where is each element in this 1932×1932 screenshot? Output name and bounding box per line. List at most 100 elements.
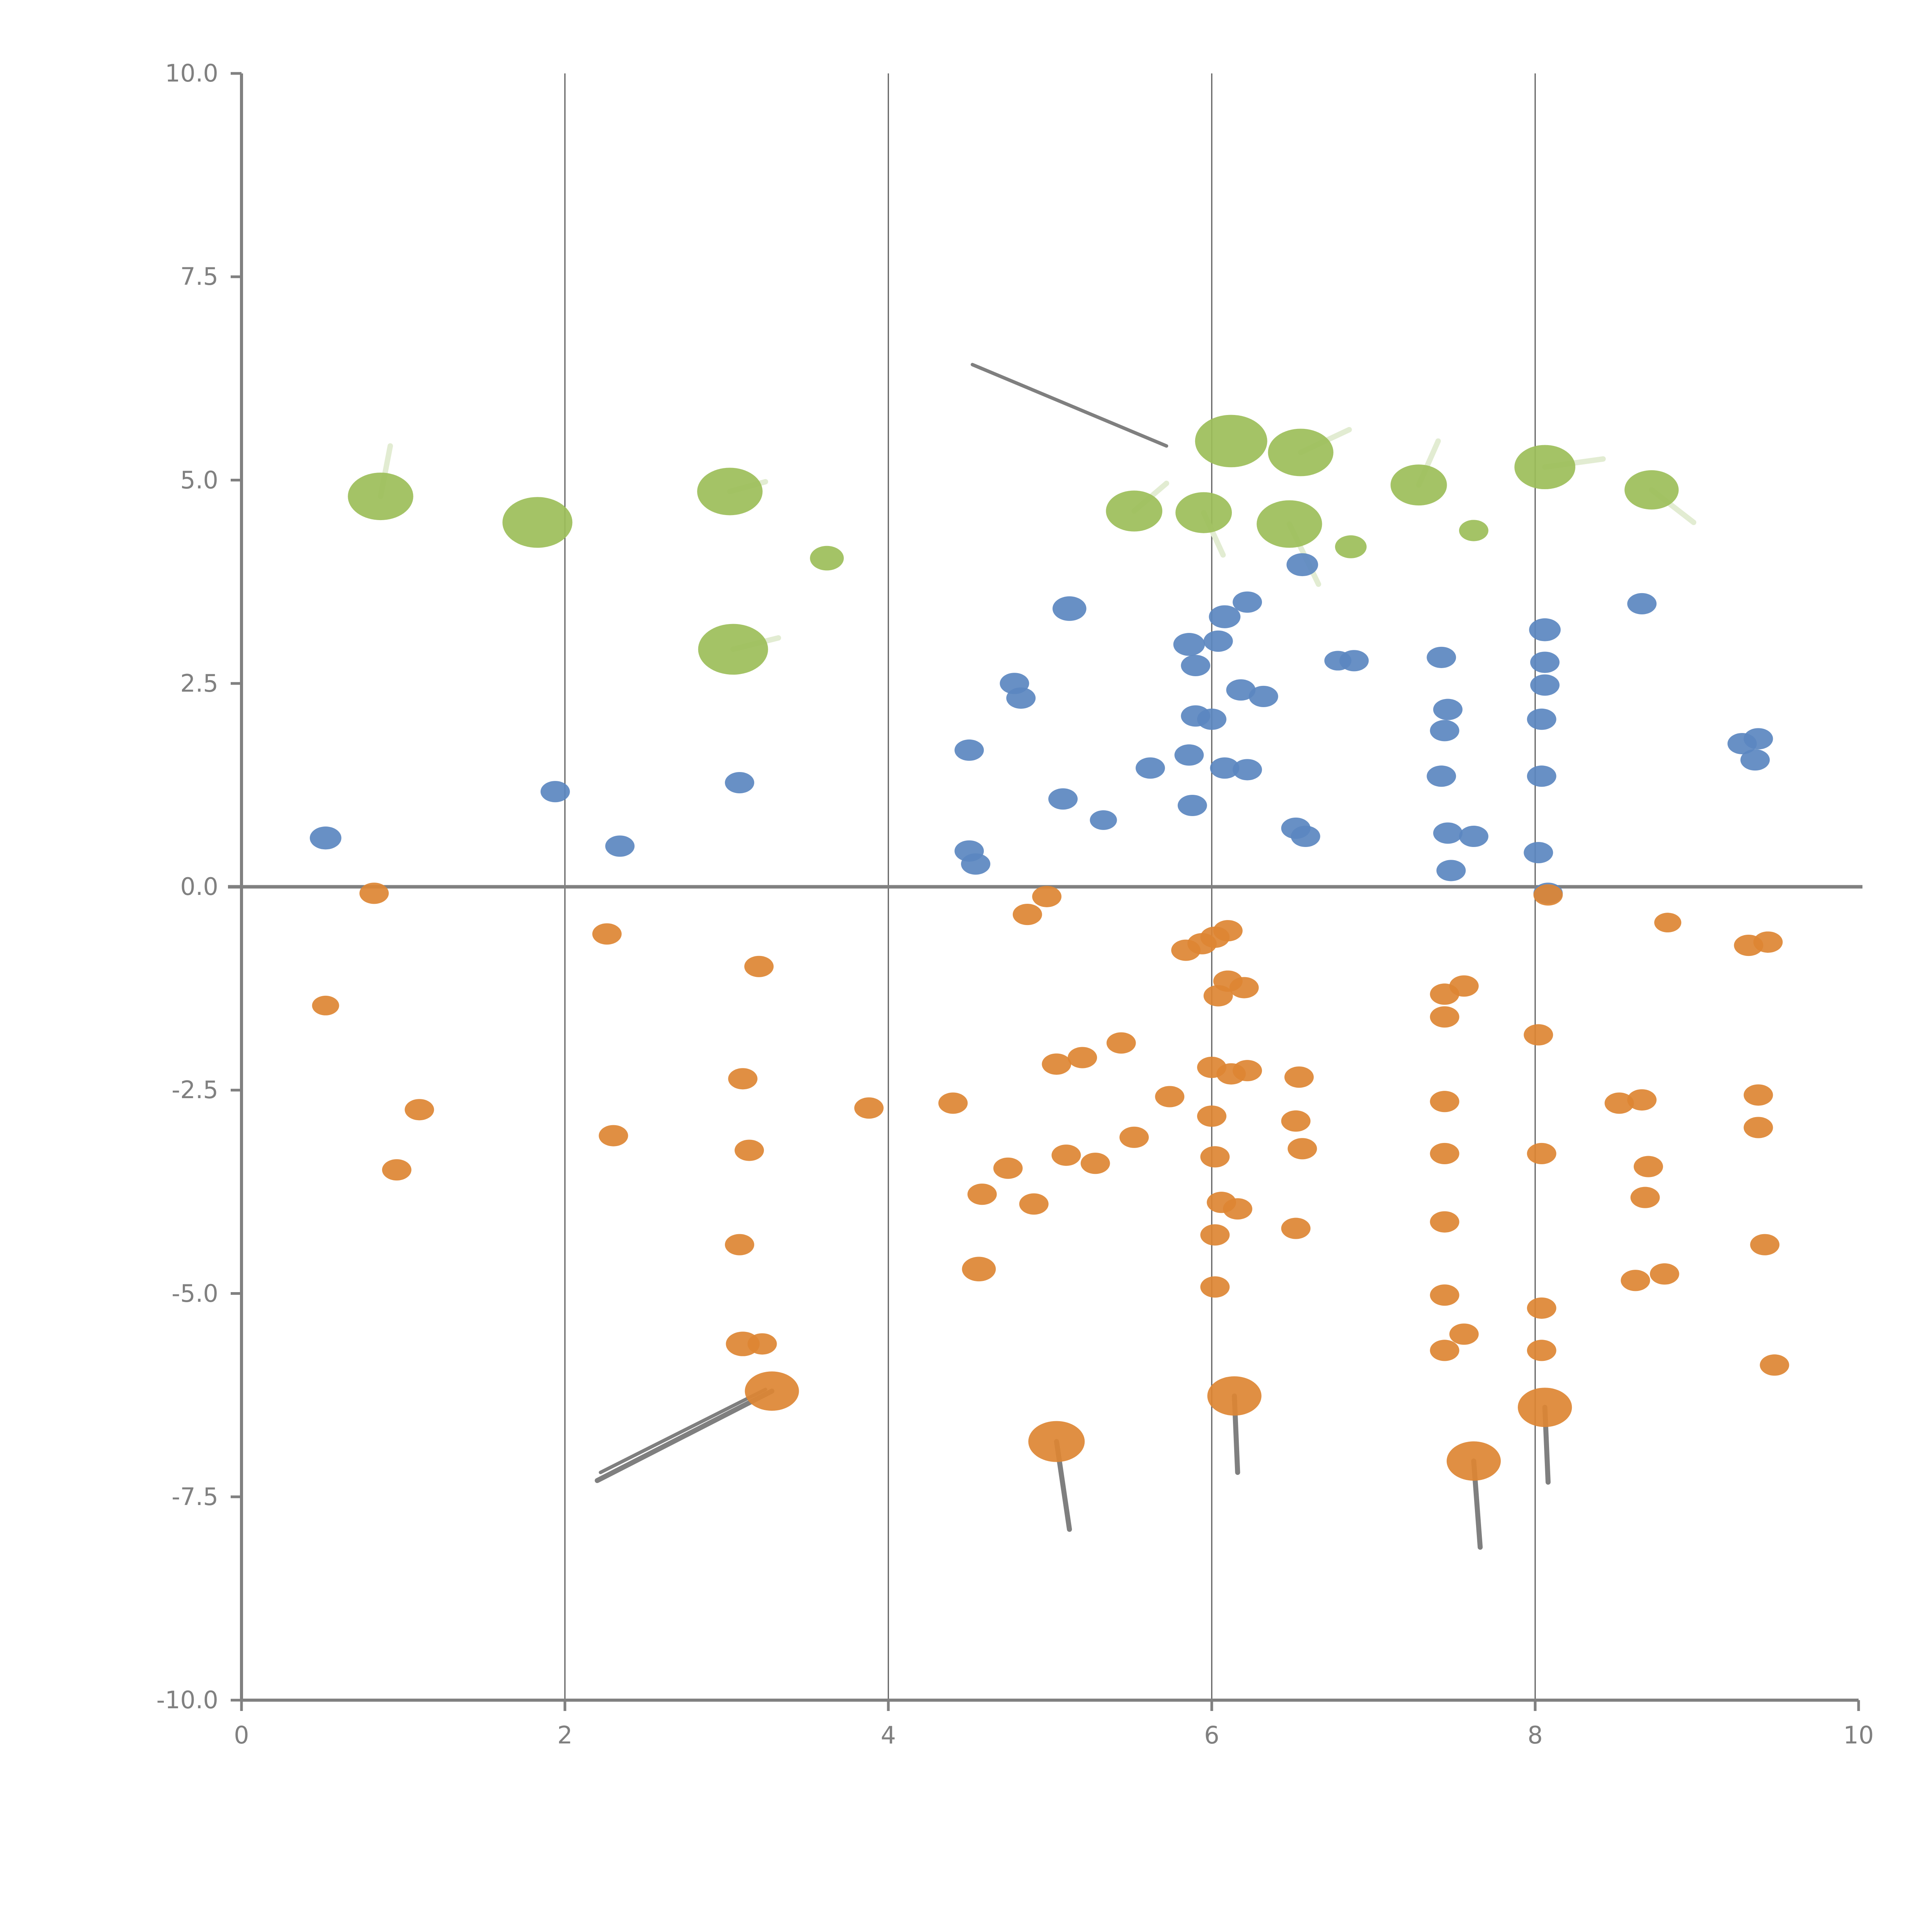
data-point-marker[interactable] xyxy=(1080,1153,1110,1174)
data-point-marker[interactable] xyxy=(1650,1263,1679,1285)
data-points-group[interactable] xyxy=(310,415,1789,1550)
data-point-marker[interactable] xyxy=(1430,1340,1459,1361)
data-point-marker[interactable] xyxy=(1197,708,1226,730)
data-point-marker[interactable] xyxy=(1287,1138,1317,1160)
data-point-marker[interactable] xyxy=(1106,490,1163,532)
data-point-marker[interactable] xyxy=(1630,1187,1660,1208)
data-point-marker[interactable] xyxy=(1203,630,1233,652)
data-point-marker[interactable] xyxy=(1229,977,1259,998)
data-point-marker[interactable] xyxy=(1627,593,1657,615)
data-point-marker[interactable] xyxy=(1284,1066,1314,1088)
data-point-marker[interactable] xyxy=(1430,720,1459,742)
data-point-marker[interactable] xyxy=(1430,1091,1459,1112)
data-point-marker[interactable] xyxy=(698,624,768,675)
data-point-marker[interactable] xyxy=(1233,1060,1262,1082)
data-point-marker[interactable] xyxy=(1200,1224,1230,1246)
data-point-marker[interactable] xyxy=(1173,633,1205,656)
data-point-marker[interactable] xyxy=(1042,1053,1071,1075)
data-point-marker[interactable] xyxy=(1436,860,1466,881)
data-point-marker[interactable] xyxy=(1012,904,1042,925)
data-point-marker[interactable] xyxy=(1257,500,1322,548)
data-point-marker[interactable] xyxy=(1174,744,1204,766)
data-point-marker[interactable] xyxy=(1209,605,1241,628)
data-point-marker[interactable] xyxy=(1743,728,1773,750)
data-point-marker[interactable] xyxy=(1090,810,1117,830)
data-point-marker[interactable] xyxy=(993,1157,1023,1179)
data-point-marker[interactable] xyxy=(1527,1143,1556,1164)
data-point-marker[interactable] xyxy=(938,1092,968,1114)
data-point-marker[interactable] xyxy=(1051,1145,1081,1166)
data-point-marker[interactable] xyxy=(1203,985,1233,1007)
data-point-marker[interactable] xyxy=(1281,1110,1311,1132)
data-point-marker[interactable] xyxy=(1200,1146,1230,1168)
data-point-marker[interactable] xyxy=(1119,1126,1149,1148)
data-point-marker[interactable] xyxy=(1248,685,1278,707)
data-point-marker[interactable] xyxy=(1427,765,1456,787)
data-point-marker[interactable] xyxy=(1226,679,1256,701)
data-point-marker[interactable] xyxy=(1286,553,1318,577)
data-point-marker[interactable] xyxy=(1449,1323,1479,1345)
data-point-marker[interactable] xyxy=(1627,1089,1657,1111)
data-point-marker[interactable] xyxy=(747,1333,777,1355)
data-point-marker[interactable] xyxy=(1524,842,1553,864)
data-point-marker[interactable] xyxy=(1006,687,1036,709)
data-point-marker[interactable] xyxy=(1654,913,1682,933)
data-point-marker[interactable] xyxy=(1449,975,1479,997)
data-point-marker[interactable] xyxy=(1068,1047,1097,1068)
data-point-marker[interactable] xyxy=(1433,822,1463,844)
data-point-marker[interactable] xyxy=(1624,470,1679,510)
data-point-marker[interactable] xyxy=(1459,825,1488,847)
data-point-marker[interactable] xyxy=(1175,492,1232,533)
data-point-marker[interactable] xyxy=(1155,1086,1185,1107)
data-point-marker[interactable] xyxy=(1530,674,1560,696)
data-point-marker[interactable] xyxy=(1223,1198,1252,1220)
data-point-marker[interactable] xyxy=(1743,1084,1773,1106)
data-point-marker[interactable] xyxy=(1427,646,1456,668)
data-point-marker[interactable] xyxy=(1048,788,1078,810)
data-point-marker[interactable] xyxy=(1633,1156,1663,1177)
data-point-marker[interactable] xyxy=(1459,520,1488,541)
data-point-marker[interactable] xyxy=(405,1099,434,1121)
data-point-marker[interactable] xyxy=(1514,445,1575,490)
data-point-marker[interactable] xyxy=(1430,1284,1459,1306)
data-point-marker[interactable] xyxy=(744,956,774,977)
data-point-marker[interactable] xyxy=(1760,1354,1789,1376)
data-point-marker[interactable] xyxy=(1177,794,1207,816)
data-point-marker[interactable] xyxy=(1106,1032,1136,1054)
data-point-marker[interactable] xyxy=(1529,618,1561,641)
data-point-marker[interactable] xyxy=(592,923,622,945)
data-point-marker[interactable] xyxy=(1195,415,1267,468)
data-point-marker[interactable] xyxy=(1281,1218,1311,1239)
data-point-marker[interactable] xyxy=(1430,1006,1459,1028)
data-point-marker[interactable] xyxy=(1446,1441,1501,1481)
data-point-marker[interactable] xyxy=(967,1184,997,1205)
data-point-marker[interactable] xyxy=(1527,1297,1556,1319)
data-point-marker[interactable] xyxy=(725,1234,754,1255)
data-point-marker[interactable] xyxy=(1430,1143,1459,1164)
data-point-marker[interactable] xyxy=(1210,757,1240,779)
data-point-marker[interactable] xyxy=(1200,1276,1230,1298)
data-point-marker[interactable] xyxy=(599,1125,628,1146)
data-point-marker[interactable] xyxy=(961,853,990,875)
data-point-marker[interactable] xyxy=(359,883,389,904)
data-point-marker[interactable] xyxy=(1052,596,1087,621)
data-point-marker[interactable] xyxy=(1530,651,1560,673)
data-point-marker[interactable] xyxy=(1233,759,1262,781)
data-point-marker[interactable] xyxy=(1604,1092,1634,1114)
data-point-marker[interactable] xyxy=(1753,931,1783,953)
data-point-marker[interactable] xyxy=(1518,1388,1572,1427)
data-point-marker[interactable] xyxy=(1430,1211,1459,1233)
data-point-marker[interactable] xyxy=(1213,920,1243,942)
data-point-marker[interactable] xyxy=(1750,1234,1780,1255)
data-point-marker[interactable] xyxy=(1181,655,1211,676)
data-point-marker[interactable] xyxy=(382,1159,412,1181)
data-point-marker[interactable] xyxy=(1291,825,1320,847)
data-point-marker[interactable] xyxy=(1233,591,1262,613)
data-point-marker[interactable] xyxy=(962,1257,996,1282)
data-point-marker[interactable] xyxy=(310,827,342,850)
data-point-marker[interactable] xyxy=(1527,765,1556,787)
data-point-marker[interactable] xyxy=(1207,1376,1262,1416)
data-point-marker[interactable] xyxy=(1197,1105,1226,1127)
data-point-marker[interactable] xyxy=(605,835,635,857)
data-point-marker[interactable] xyxy=(1527,708,1556,730)
